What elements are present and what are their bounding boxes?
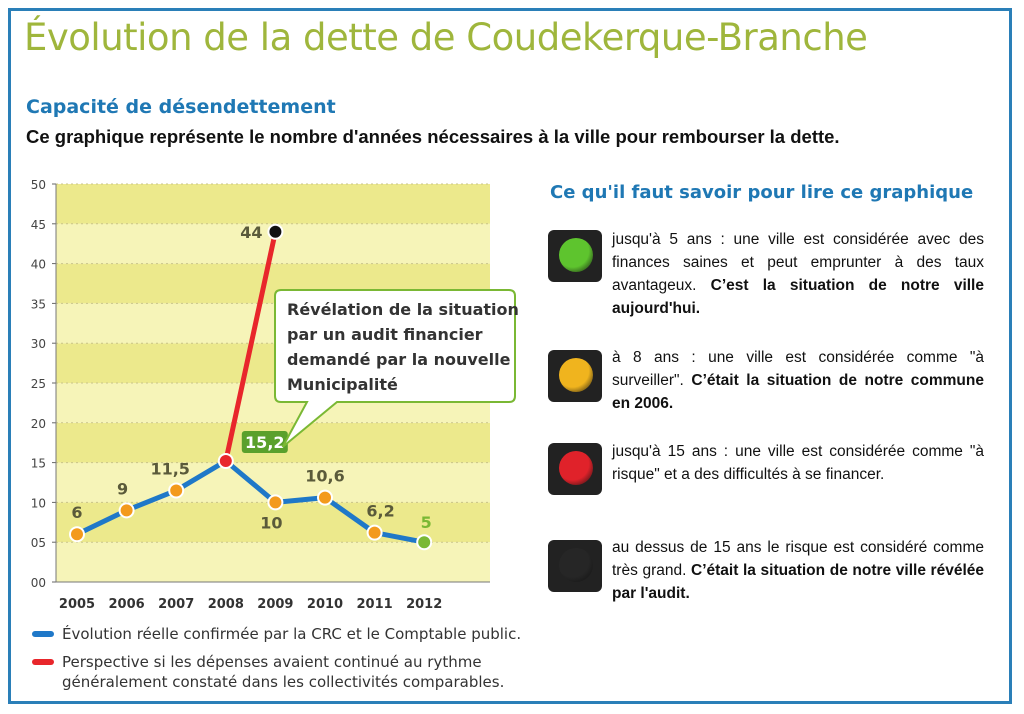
red-lamp-icon bbox=[559, 451, 593, 485]
guide-item-green: jusqu'à 5 ans : une ville est considérée… bbox=[612, 228, 984, 320]
y-tick-label: 15 bbox=[31, 457, 46, 471]
section-title: Capacité de désendettement bbox=[26, 96, 336, 118]
guide-item-bold: C’était la situation de notre commune en… bbox=[612, 372, 984, 412]
x-tick-label: 2010 bbox=[307, 597, 343, 612]
y-tick-label: 50 bbox=[31, 178, 46, 192]
guide-item-orange: à 8 ans : une ville est considérée comme… bbox=[612, 346, 984, 415]
legend-label-line: Évolution réelle confirmée par la CRC et… bbox=[62, 625, 522, 643]
data-label: 10,6 bbox=[305, 467, 344, 486]
y-tick-label: 10 bbox=[31, 496, 46, 510]
data-point bbox=[69, 526, 85, 543]
y-tick-label: 25 bbox=[31, 377, 46, 391]
traffic-light-green bbox=[548, 230, 602, 282]
x-tick-label: 2009 bbox=[257, 597, 293, 612]
data-point bbox=[416, 534, 433, 551]
annotation-text: Municipalité bbox=[287, 375, 398, 394]
guide-item-text: jusqu'à 5 ans : une ville est considérée… bbox=[612, 231, 984, 294]
traffic-light-red bbox=[548, 443, 602, 495]
guide-item-bold: C’est la situation de notre ville aujour… bbox=[612, 277, 984, 317]
data-label: 9 bbox=[117, 479, 128, 498]
data-label-box bbox=[241, 431, 288, 454]
legend-label-real: Évolution réelle confirmée par la CRC et… bbox=[62, 624, 521, 644]
y-tick-label: 30 bbox=[31, 337, 46, 351]
y-tick-label: 45 bbox=[31, 218, 46, 232]
guide-item-bold: C’était la situation de notre ville révé… bbox=[612, 562, 984, 602]
plot-band bbox=[56, 542, 490, 582]
y-tick-label: 20 bbox=[31, 417, 46, 431]
data-label: 44 bbox=[240, 223, 262, 242]
data-label: 10 bbox=[260, 513, 282, 532]
orange-lamp-icon bbox=[559, 358, 593, 392]
data-label: 6 bbox=[71, 503, 82, 522]
data-point bbox=[168, 482, 185, 499]
legend-label-line: généralement constaté dans les collectiv… bbox=[62, 673, 505, 691]
guide-item-red: jusqu'à 15 ans : une ville est considéré… bbox=[612, 440, 984, 486]
green-lamp-icon bbox=[559, 238, 593, 272]
annotation-callout bbox=[274, 289, 516, 448]
x-tick-label: 2006 bbox=[109, 597, 145, 612]
guide-item-black: au dessus de 15 ans le risque est consid… bbox=[612, 536, 984, 605]
data-point bbox=[118, 502, 135, 519]
series-line-real bbox=[74, 458, 427, 545]
data-label: 5 bbox=[421, 513, 432, 532]
x-tick-label: 2008 bbox=[208, 597, 244, 612]
traffic-light-black bbox=[548, 540, 602, 592]
data-point bbox=[267, 223, 284, 240]
x-tick-label: 2012 bbox=[406, 597, 442, 612]
legend-swatch-perspective bbox=[32, 659, 54, 665]
legend-label-line: Perspective si les dépenses avaient cont… bbox=[62, 653, 482, 671]
data-point bbox=[217, 453, 234, 470]
traffic-light-orange bbox=[548, 350, 602, 402]
black-lamp-icon bbox=[559, 548, 593, 582]
chart-description: Ce graphique représente le nombre d'anné… bbox=[26, 126, 840, 147]
y-tick-label: 05 bbox=[31, 536, 46, 550]
annotation-text: par un audit financier bbox=[287, 325, 483, 344]
x-tick-label: 2007 bbox=[158, 597, 194, 612]
plot-band bbox=[56, 184, 490, 224]
data-label: 6,2 bbox=[366, 502, 394, 521]
data-label: 11,5 bbox=[150, 459, 189, 478]
annotation-text: Révélation de la situation bbox=[287, 300, 519, 319]
legend-label-perspective: Perspective si les dépenses avaient cont… bbox=[62, 652, 504, 692]
y-tick-label: 35 bbox=[31, 297, 46, 311]
guide-item-text: jusqu'à 15 ans : une ville est considéré… bbox=[612, 443, 984, 483]
legend-swatch-real bbox=[32, 631, 54, 637]
data-point bbox=[366, 524, 383, 541]
guide-title: Ce qu'il faut savoir pour lire ce graphi… bbox=[550, 182, 974, 203]
page-title: Évolution de la dette de Coudekerque-Bra… bbox=[24, 16, 868, 59]
y-tick-label: 00 bbox=[31, 576, 46, 590]
y-tick-label: 40 bbox=[31, 258, 46, 272]
data-label: 15,2 bbox=[245, 433, 284, 452]
debt-chart: 00 05 10 15 20 25 30 35 40 45 50 2005 2006 2007 2008 20… bbox=[31, 178, 519, 612]
annotation-text: demandé par la nouvelle bbox=[287, 350, 511, 369]
guide-item-text: au dessus de 15 ans le risque est consid… bbox=[612, 539, 984, 579]
guide-item-text: à 8 ans : une ville est considérée comme… bbox=[612, 349, 984, 389]
series-line-perspective bbox=[223, 229, 278, 464]
x-tick-label: 2005 bbox=[59, 597, 95, 612]
x-tick-label: 2011 bbox=[357, 597, 393, 612]
data-point bbox=[267, 494, 284, 511]
data-point bbox=[317, 489, 333, 506]
